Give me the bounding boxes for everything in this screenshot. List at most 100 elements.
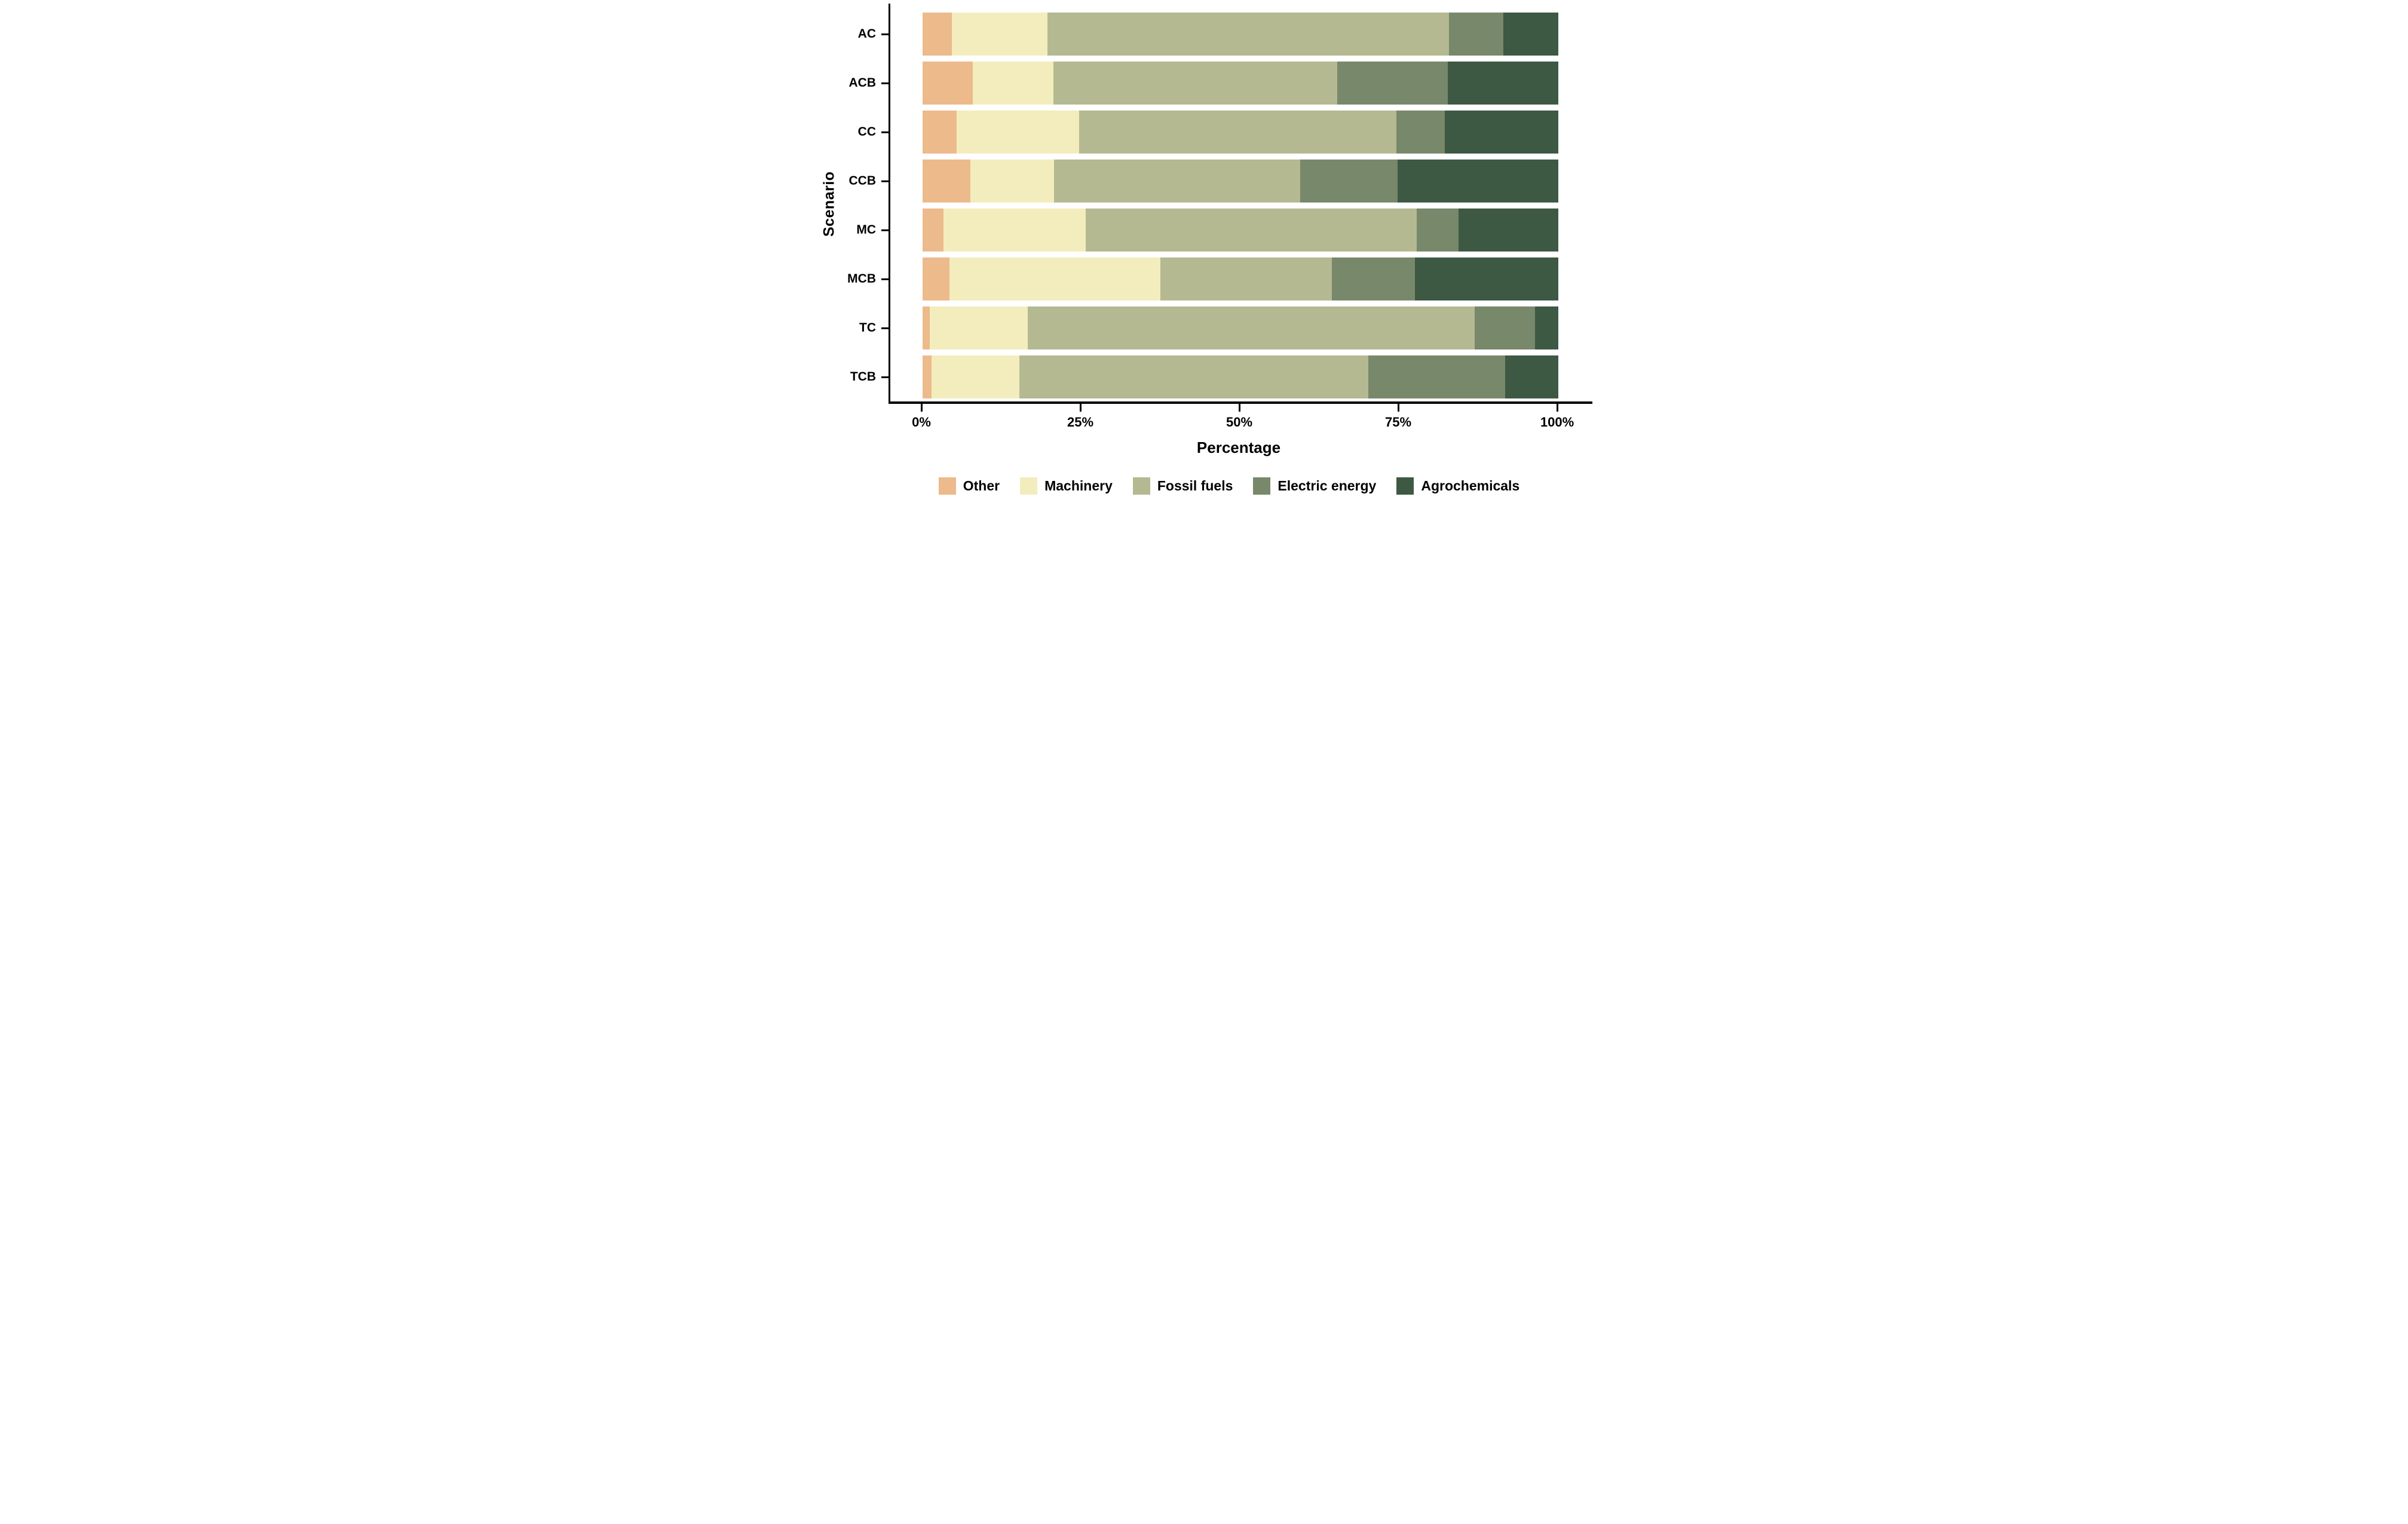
y-axis-tick-label-ac: AC [857, 27, 876, 41]
bar-mcb [923, 257, 1558, 300]
legend-item-machinery: Machinery [1020, 477, 1113, 495]
bar-segment-electric-energy [1368, 355, 1505, 398]
bar-segment-machinery [929, 306, 1028, 349]
x-axis-title: Percentage [1196, 439, 1281, 456]
bar-cc [923, 111, 1558, 154]
legend-item-fossil-fuels: Fossil fuels [1132, 477, 1233, 495]
bar-segment-fossil-fuels [1079, 111, 1396, 154]
bar-segment-fossil-fuels [1019, 355, 1368, 398]
y-axis-tick-mark [881, 33, 889, 35]
bar-tcb [923, 355, 1558, 398]
bar-segment-electric-energy [1396, 111, 1445, 154]
legend-item-other: Other [938, 477, 1000, 495]
y-axis-tick-label-ccb: CCB [848, 174, 877, 188]
y-axis-tick-mark [881, 131, 889, 133]
x-axis-tick-label-0-: 0% [912, 415, 931, 430]
y-axis-tick-mark [881, 82, 889, 84]
x-axis-tick-mark [921, 404, 923, 412]
bar-segment-fossil-fuels [1027, 306, 1475, 349]
bar-segment-agrochemicals [1534, 306, 1558, 349]
y-axis-label-row: CCB [843, 157, 889, 206]
y-axis-tick-label-mcb: MCB [847, 272, 876, 286]
bar-segment-fossil-fuels [1160, 257, 1332, 300]
bar-row-ac [890, 10, 1592, 59]
y-axis-tick-label-tc: TC [859, 321, 876, 335]
bar-segment-machinery [951, 13, 1047, 56]
bar-segment-agrochemicals [1444, 111, 1558, 154]
y-axis-title: Scenario [816, 4, 843, 404]
bar-segment-electric-energy [1300, 160, 1398, 203]
bar-segment-machinery [957, 111, 1079, 154]
legend-label-agrochemicals: Agrochemicals [1421, 478, 1520, 493]
bar-segment-electric-energy [1448, 13, 1504, 56]
bar-segment-agrochemicals [1503, 13, 1558, 56]
bar-row-mcb [890, 254, 1592, 303]
y-axis-tick-mark [881, 327, 889, 329]
y-axis-tick-label-tcb: TCB [850, 370, 876, 384]
bar-segment-electric-energy [1416, 208, 1459, 252]
legend: Other Machinery Fossil fuels Electric energ… [894, 477, 1564, 495]
bar-segment-agrochemicals [1447, 62, 1558, 105]
legend-label-machinery: Machinery [1044, 478, 1113, 493]
legend-swatch-agrochemicals [1396, 477, 1414, 495]
x-axis-tick-mark [1239, 404, 1240, 412]
bar-segment-agrochemicals [1505, 355, 1558, 398]
bar-segment-machinery [970, 160, 1055, 203]
bar-row-tcb [890, 352, 1592, 401]
legend-item-electric-energy: Electric energy [1253, 477, 1376, 495]
bar-segment-machinery [943, 208, 1086, 252]
x-axis-tick-mark [1080, 404, 1082, 412]
x-axis: 0% 25% 50% 75% 100% Percentage [889, 404, 1592, 457]
y-axis-tick-mark [881, 180, 889, 182]
bar-segment-agrochemicals [1458, 208, 1558, 252]
bar-segment-other [923, 111, 957, 154]
bar-row-ccb [890, 157, 1592, 206]
x-axis-tick-label-100-: 100% [1540, 415, 1574, 430]
bar-row-mc [890, 206, 1592, 254]
y-axis-tick-label-mc: MC [856, 223, 876, 237]
legend-swatch-electric-energy [1253, 477, 1271, 495]
chart-area: Scenario AC ACB CC CCB MC MCB TC TCB [816, 4, 1592, 404]
bar-segment-other [923, 62, 973, 105]
y-axis-tick-mark [881, 229, 889, 231]
y-axis-label-row: MCB [843, 254, 889, 303]
x-axis-ticks: 0% 25% 50% 75% 100% [889, 404, 1592, 437]
bar-segment-other [923, 160, 970, 203]
bar-segment-fossil-fuels [1086, 208, 1417, 252]
bar-segment-other [923, 208, 944, 252]
bar-segment-electric-energy [1337, 62, 1448, 105]
y-axis-label-row: AC [843, 10, 889, 59]
bar-segment-machinery [931, 355, 1019, 398]
y-axis-label-row: ACB [843, 59, 889, 108]
bar-segment-other [923, 306, 930, 349]
y-axis-title-text: Scenario [820, 171, 838, 237]
bar-mc [923, 208, 1558, 252]
bar-ac [923, 13, 1558, 56]
y-axis-tick-label-cc: CC [857, 125, 876, 139]
bar-acb [923, 62, 1558, 105]
y-axis-label-row: CC [843, 108, 889, 157]
bar-segment-fossil-fuels [1053, 62, 1337, 105]
legend-swatch-other [938, 477, 956, 495]
bar-segment-other [923, 13, 952, 56]
x-axis-area: 0% 25% 50% 75% 100% Percentage [816, 404, 1592, 457]
x-axis-tick-mark [1557, 404, 1558, 412]
plot-panel [889, 4, 1592, 404]
y-axis-tick-mark [881, 376, 889, 378]
bar-segment-fossil-fuels [1047, 13, 1449, 56]
x-axis-tick-label-25-: 25% [1067, 415, 1094, 430]
bar-segment-agrochemicals [1397, 160, 1558, 203]
y-axis-label-row: TCB [843, 352, 889, 401]
bar-segment-machinery [949, 257, 1160, 300]
x-axis-tick-label-50-: 50% [1226, 415, 1253, 430]
stacked-bar-chart-figure: Scenario AC ACB CC CCB MC MCB TC TCB 0% 25% 50% 75… [816, 4, 1592, 505]
y-axis-label-row: TC [843, 303, 889, 352]
x-axis-tick-label-75-: 75% [1384, 415, 1412, 430]
bar-segment-electric-energy [1332, 257, 1415, 300]
y-axis-labels: AC ACB CC CCB MC MCB TC TCB [843, 4, 889, 404]
bar-segment-electric-energy [1474, 306, 1535, 349]
bar-tc [923, 306, 1558, 349]
legend-swatch-fossil-fuels [1132, 477, 1150, 495]
bar-ccb [923, 160, 1558, 203]
legend-swatch-machinery [1020, 477, 1038, 495]
